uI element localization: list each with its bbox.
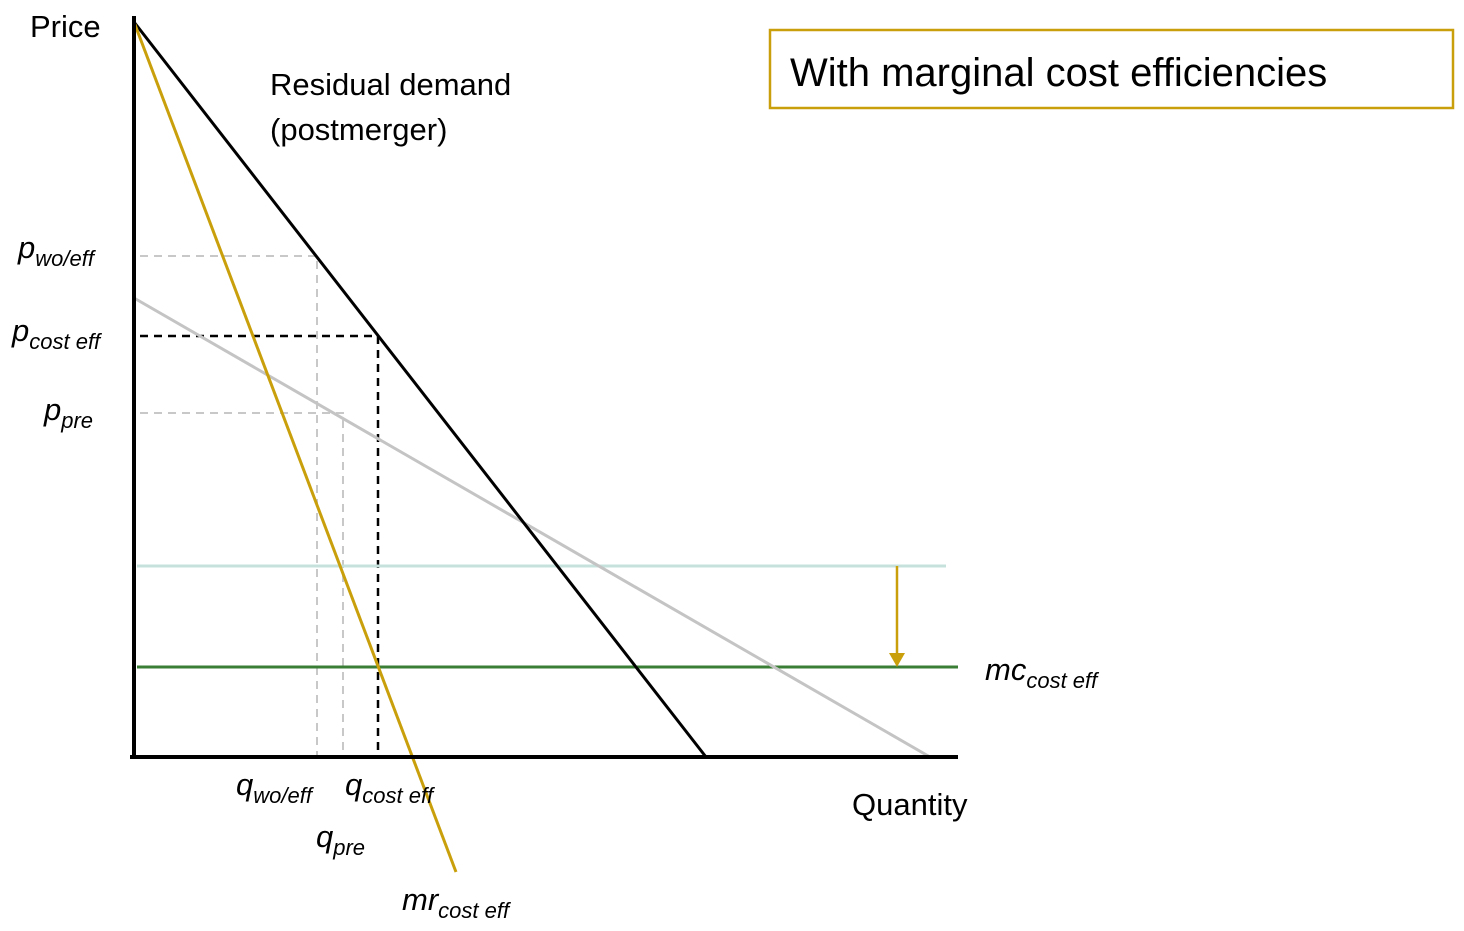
label-main: p: [43, 392, 61, 427]
mr-label: mrcost eff: [402, 882, 512, 923]
price-label: ppre: [43, 392, 93, 433]
label-main: p: [11, 313, 29, 348]
label-sub: cost eff: [1026, 668, 1100, 693]
shift-arrow-head: [889, 653, 905, 667]
curve-label: (postmerger): [270, 112, 447, 147]
label-sub: pre: [60, 408, 93, 433]
curve-label: Residual demand: [270, 67, 511, 102]
label-sub: wo/eff: [253, 783, 315, 808]
label-sub: cost eff: [362, 783, 436, 808]
label-sub: pre: [332, 835, 365, 860]
guide-pre: [140, 412, 344, 757]
y-axis-label: Price: [30, 9, 101, 44]
label-sub: cost eff: [29, 329, 103, 354]
label-main: q: [316, 819, 334, 854]
label-main: q: [345, 767, 363, 802]
quantity-label: qpre: [316, 819, 365, 860]
mc-label: mccost eff: [985, 652, 1100, 693]
quantity-label: qwo/eff: [236, 767, 315, 808]
demand-line: [132, 21, 708, 758]
guides: [140, 255, 380, 757]
label-main: mr: [402, 882, 440, 917]
guide-wo-eff: [140, 255, 318, 757]
pre-demand-line: [133, 296, 931, 759]
label-main: mc: [985, 652, 1027, 687]
label-main: p: [17, 230, 35, 265]
x-axis-label: Quantity: [852, 787, 968, 822]
quantity-label: qcost eff: [345, 767, 436, 808]
title-box: [768, 28, 1455, 110]
price-label: pwo/eff: [17, 230, 97, 271]
title: With marginal cost efficiencies: [790, 51, 1327, 95]
label-sub: wo/eff: [35, 246, 97, 271]
label-main: q: [236, 767, 254, 802]
price-label: pcost eff: [11, 313, 103, 354]
mr-line: [132, 21, 458, 873]
label-sub: cost eff: [438, 898, 512, 923]
